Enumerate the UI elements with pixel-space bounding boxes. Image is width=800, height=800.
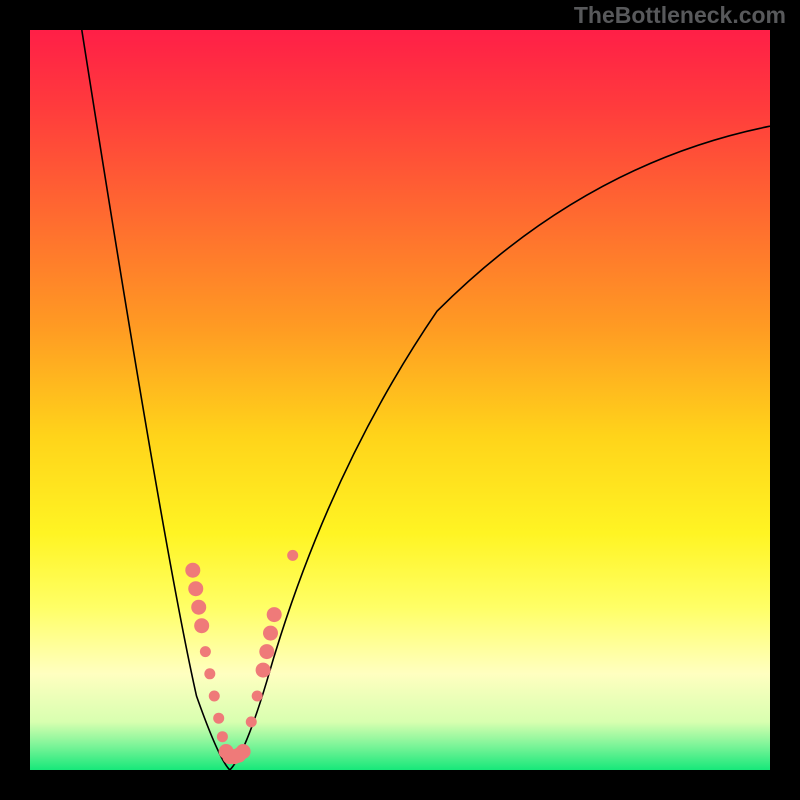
bottleneck-chart: [0, 0, 800, 800]
watermark-text: TheBottleneck.com: [574, 2, 786, 29]
data-marker: [209, 691, 220, 702]
data-marker: [204, 668, 215, 679]
data-marker: [259, 644, 274, 659]
data-marker: [185, 563, 200, 578]
data-marker: [217, 731, 228, 742]
data-marker: [267, 607, 282, 622]
data-marker: [188, 581, 203, 596]
data-marker: [200, 646, 211, 657]
data-marker: [256, 663, 271, 678]
data-marker: [236, 744, 251, 759]
data-marker: [263, 626, 278, 641]
data-marker: [213, 713, 224, 724]
data-marker: [194, 618, 209, 633]
data-marker: [287, 550, 298, 561]
chart-frame: TheBottleneck.com: [0, 0, 800, 800]
data-marker: [191, 600, 206, 615]
data-marker: [246, 716, 257, 727]
data-marker: [252, 691, 263, 702]
